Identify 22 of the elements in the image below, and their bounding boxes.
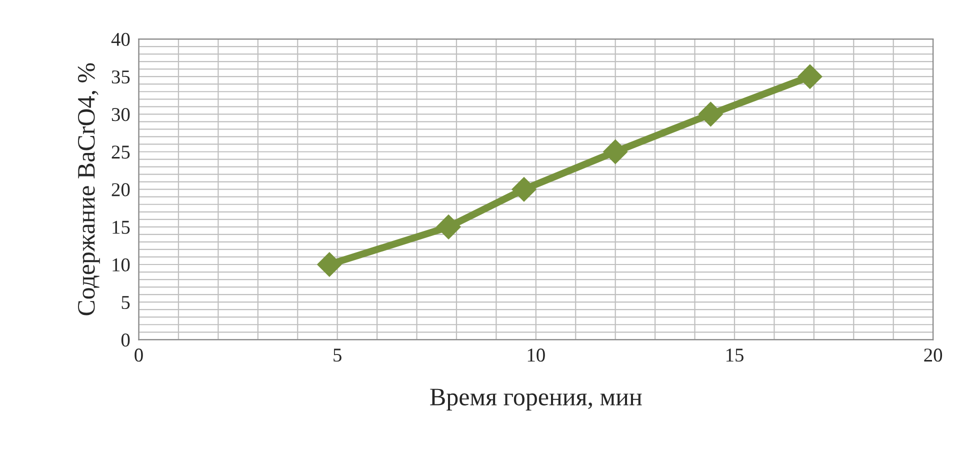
y-tick-label: 35 <box>112 70 130 84</box>
point <box>436 214 461 240</box>
point <box>512 177 536 202</box>
y-tick-label: 25 <box>112 146 130 159</box>
point <box>603 139 628 164</box>
x-tick-label: 10 <box>528 348 545 362</box>
y-tick-label: 30 <box>112 108 130 122</box>
y-tick-label: 20 <box>112 183 130 196</box>
y-tick-label: 40 <box>111 32 130 46</box>
x-axis-title: Время горения, мин <box>430 388 642 411</box>
x-tick-label: 20 <box>924 348 942 362</box>
y-tick-label: 5 <box>122 296 130 310</box>
y-tick-label: 0 <box>121 333 130 347</box>
x-tick-label: 5 <box>334 348 342 362</box>
x-tick-label: 0 <box>134 348 143 362</box>
point <box>798 64 822 89</box>
point <box>698 102 723 126</box>
x-tick-label: 15 <box>726 348 744 362</box>
y-tick-label: 15 <box>112 220 130 234</box>
y-axis-title: Содержание BaCrO4, % <box>78 63 100 316</box>
point <box>317 252 342 277</box>
y-tick-label: 10 <box>112 258 130 272</box>
